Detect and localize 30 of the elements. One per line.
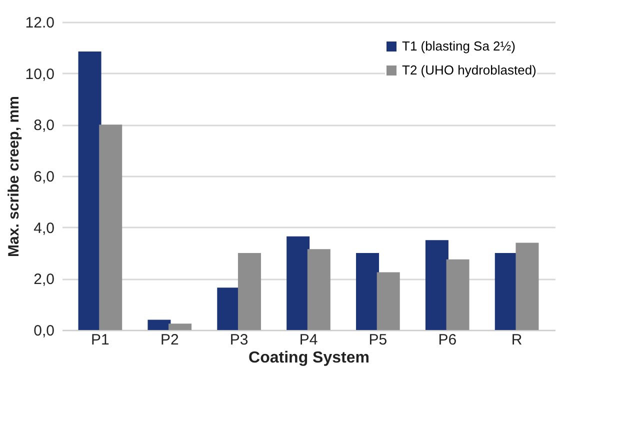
y-tick-label: 6,0 bbox=[34, 168, 54, 186]
x-tick-label: P2 bbox=[160, 332, 179, 348]
y-tick-label: 0,0 bbox=[34, 322, 54, 340]
y-tick-label: 8,0 bbox=[34, 117, 54, 134]
x-tick-label: R bbox=[511, 332, 522, 348]
bar bbox=[238, 253, 261, 330]
bar bbox=[168, 324, 192, 330]
bar bbox=[286, 236, 310, 330]
bar bbox=[99, 124, 122, 330]
bar bbox=[148, 320, 171, 330]
x-tick-label: P3 bbox=[230, 332, 248, 348]
bar bbox=[307, 249, 330, 330]
y-tick-label: 12.0 bbox=[25, 14, 54, 32]
bar bbox=[376, 272, 400, 330]
x-tick-label: P5 bbox=[368, 332, 388, 348]
y-tick-label: 2,0 bbox=[34, 271, 54, 288]
bar bbox=[425, 240, 448, 330]
bar bbox=[516, 242, 539, 330]
bar bbox=[78, 52, 102, 330]
y-tick-label: 10,0 bbox=[25, 66, 54, 83]
x-axis-title: Coating System bbox=[248, 350, 370, 366]
legend-label: T1 (blasting Sa 2½) bbox=[402, 38, 516, 54]
x-tick-label: P4 bbox=[299, 332, 318, 348]
y-tick-label: 4,0 bbox=[34, 220, 54, 237]
legend-label: T2 (UHO hydroblasted) bbox=[402, 62, 536, 78]
bar bbox=[356, 253, 380, 330]
y-axis-title: Max. scribe creep, mm bbox=[5, 96, 22, 257]
x-tick-label: P6 bbox=[438, 332, 457, 348]
x-tick-label: P1 bbox=[91, 332, 110, 348]
bar bbox=[446, 259, 470, 330]
